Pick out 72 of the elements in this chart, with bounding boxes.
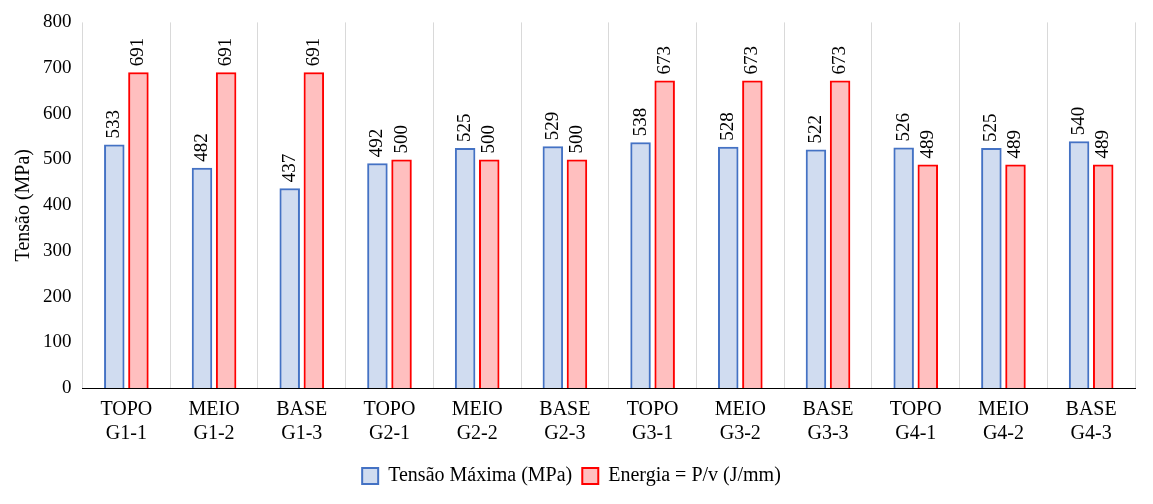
data-label: 500 xyxy=(389,125,411,154)
x-tick-label: MEIO G4-2 xyxy=(977,397,1029,444)
bar xyxy=(191,167,213,388)
bar xyxy=(542,146,564,388)
y-tick-label: 100 xyxy=(43,330,72,352)
bar xyxy=(1068,141,1090,388)
bar xyxy=(104,144,125,388)
data-label: 482 xyxy=(189,133,211,162)
bar xyxy=(805,149,827,388)
data-label: 529 xyxy=(540,111,562,141)
bar xyxy=(893,147,914,388)
data-label: 673 xyxy=(740,45,762,75)
data-label: 526 xyxy=(891,113,913,142)
y-tick-label: 500 xyxy=(43,147,72,169)
bar xyxy=(654,80,675,388)
y-tick-label: 800 xyxy=(43,10,72,32)
data-label: 538 xyxy=(628,107,650,137)
x-tick-label: TOPO G1-1 xyxy=(100,397,153,444)
data-label: 500 xyxy=(477,125,499,154)
y-tick-label: 400 xyxy=(43,193,72,215)
data-label: 522 xyxy=(803,114,825,144)
legend-label: Tensão Máxima (MPa) xyxy=(388,463,573,487)
data-label: 691 xyxy=(126,37,148,67)
bar xyxy=(630,142,651,388)
x-tick-label: BASE G2-3 xyxy=(539,397,591,444)
bar xyxy=(279,188,300,388)
bar xyxy=(128,72,149,388)
bar xyxy=(566,159,588,388)
y-axis-title: Tensão (MPa) xyxy=(11,148,35,262)
data-label: 525 xyxy=(453,113,475,143)
data-label: 533 xyxy=(102,109,124,139)
data-label: 500 xyxy=(564,125,586,154)
bar xyxy=(742,80,763,388)
y-tick-label: 0 xyxy=(62,375,72,397)
y-tick-label: 200 xyxy=(43,284,72,306)
x-tick-label: TOPO G4-1 xyxy=(889,397,942,444)
data-label: 489 xyxy=(915,130,937,159)
bar xyxy=(1092,164,1114,388)
data-label: 489 xyxy=(1091,130,1113,159)
data-label: 673 xyxy=(652,45,674,75)
data-label: 525 xyxy=(979,113,1001,143)
data-label: 437 xyxy=(277,153,299,183)
bar xyxy=(1005,164,1026,388)
data-label: 691 xyxy=(301,37,323,67)
x-tick-label: TOPO G3-1 xyxy=(626,397,679,444)
y-tick-label: 300 xyxy=(43,238,72,260)
y-tick-label: 700 xyxy=(43,56,72,78)
x-tick-label: MEIO G3-2 xyxy=(714,397,766,444)
data-label: 673 xyxy=(828,45,850,75)
bar xyxy=(981,148,1002,388)
data-label: 540 xyxy=(1067,106,1089,136)
x-tick-label: MEIO G2-2 xyxy=(451,397,503,444)
bar xyxy=(391,159,412,388)
x-tick-label: BASE G4-3 xyxy=(1065,397,1117,444)
bar xyxy=(917,164,939,388)
bar xyxy=(718,146,739,388)
x-tick-label: TOPO G2-1 xyxy=(363,397,416,444)
legend-label: Energia = P/v (J/mm) xyxy=(608,463,781,487)
data-label: 528 xyxy=(716,112,738,141)
bar xyxy=(303,72,325,388)
x-tick-label: MEIO G1-2 xyxy=(188,397,240,444)
data-label: 492 xyxy=(365,128,387,158)
bar xyxy=(367,163,388,388)
bar xyxy=(454,148,476,388)
bar xyxy=(215,72,237,388)
data-label: 691 xyxy=(214,37,236,67)
y-tick-label: 600 xyxy=(43,101,72,123)
data-label: 489 xyxy=(1003,130,1025,159)
bar xyxy=(829,80,851,388)
x-tick-label: BASE G1-3 xyxy=(276,397,328,444)
x-tick-label: BASE G3-3 xyxy=(802,397,854,444)
bar xyxy=(479,159,500,388)
